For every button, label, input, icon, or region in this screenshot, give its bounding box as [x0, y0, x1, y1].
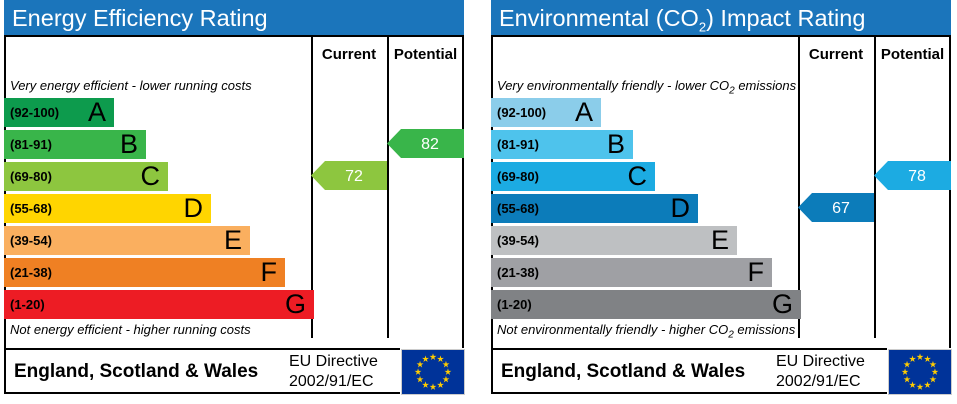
svg-text:67: 67 [832, 200, 850, 217]
svg-text:78: 78 [908, 168, 926, 185]
svg-text:72: 72 [345, 168, 363, 185]
svg-text:82: 82 [421, 136, 439, 153]
